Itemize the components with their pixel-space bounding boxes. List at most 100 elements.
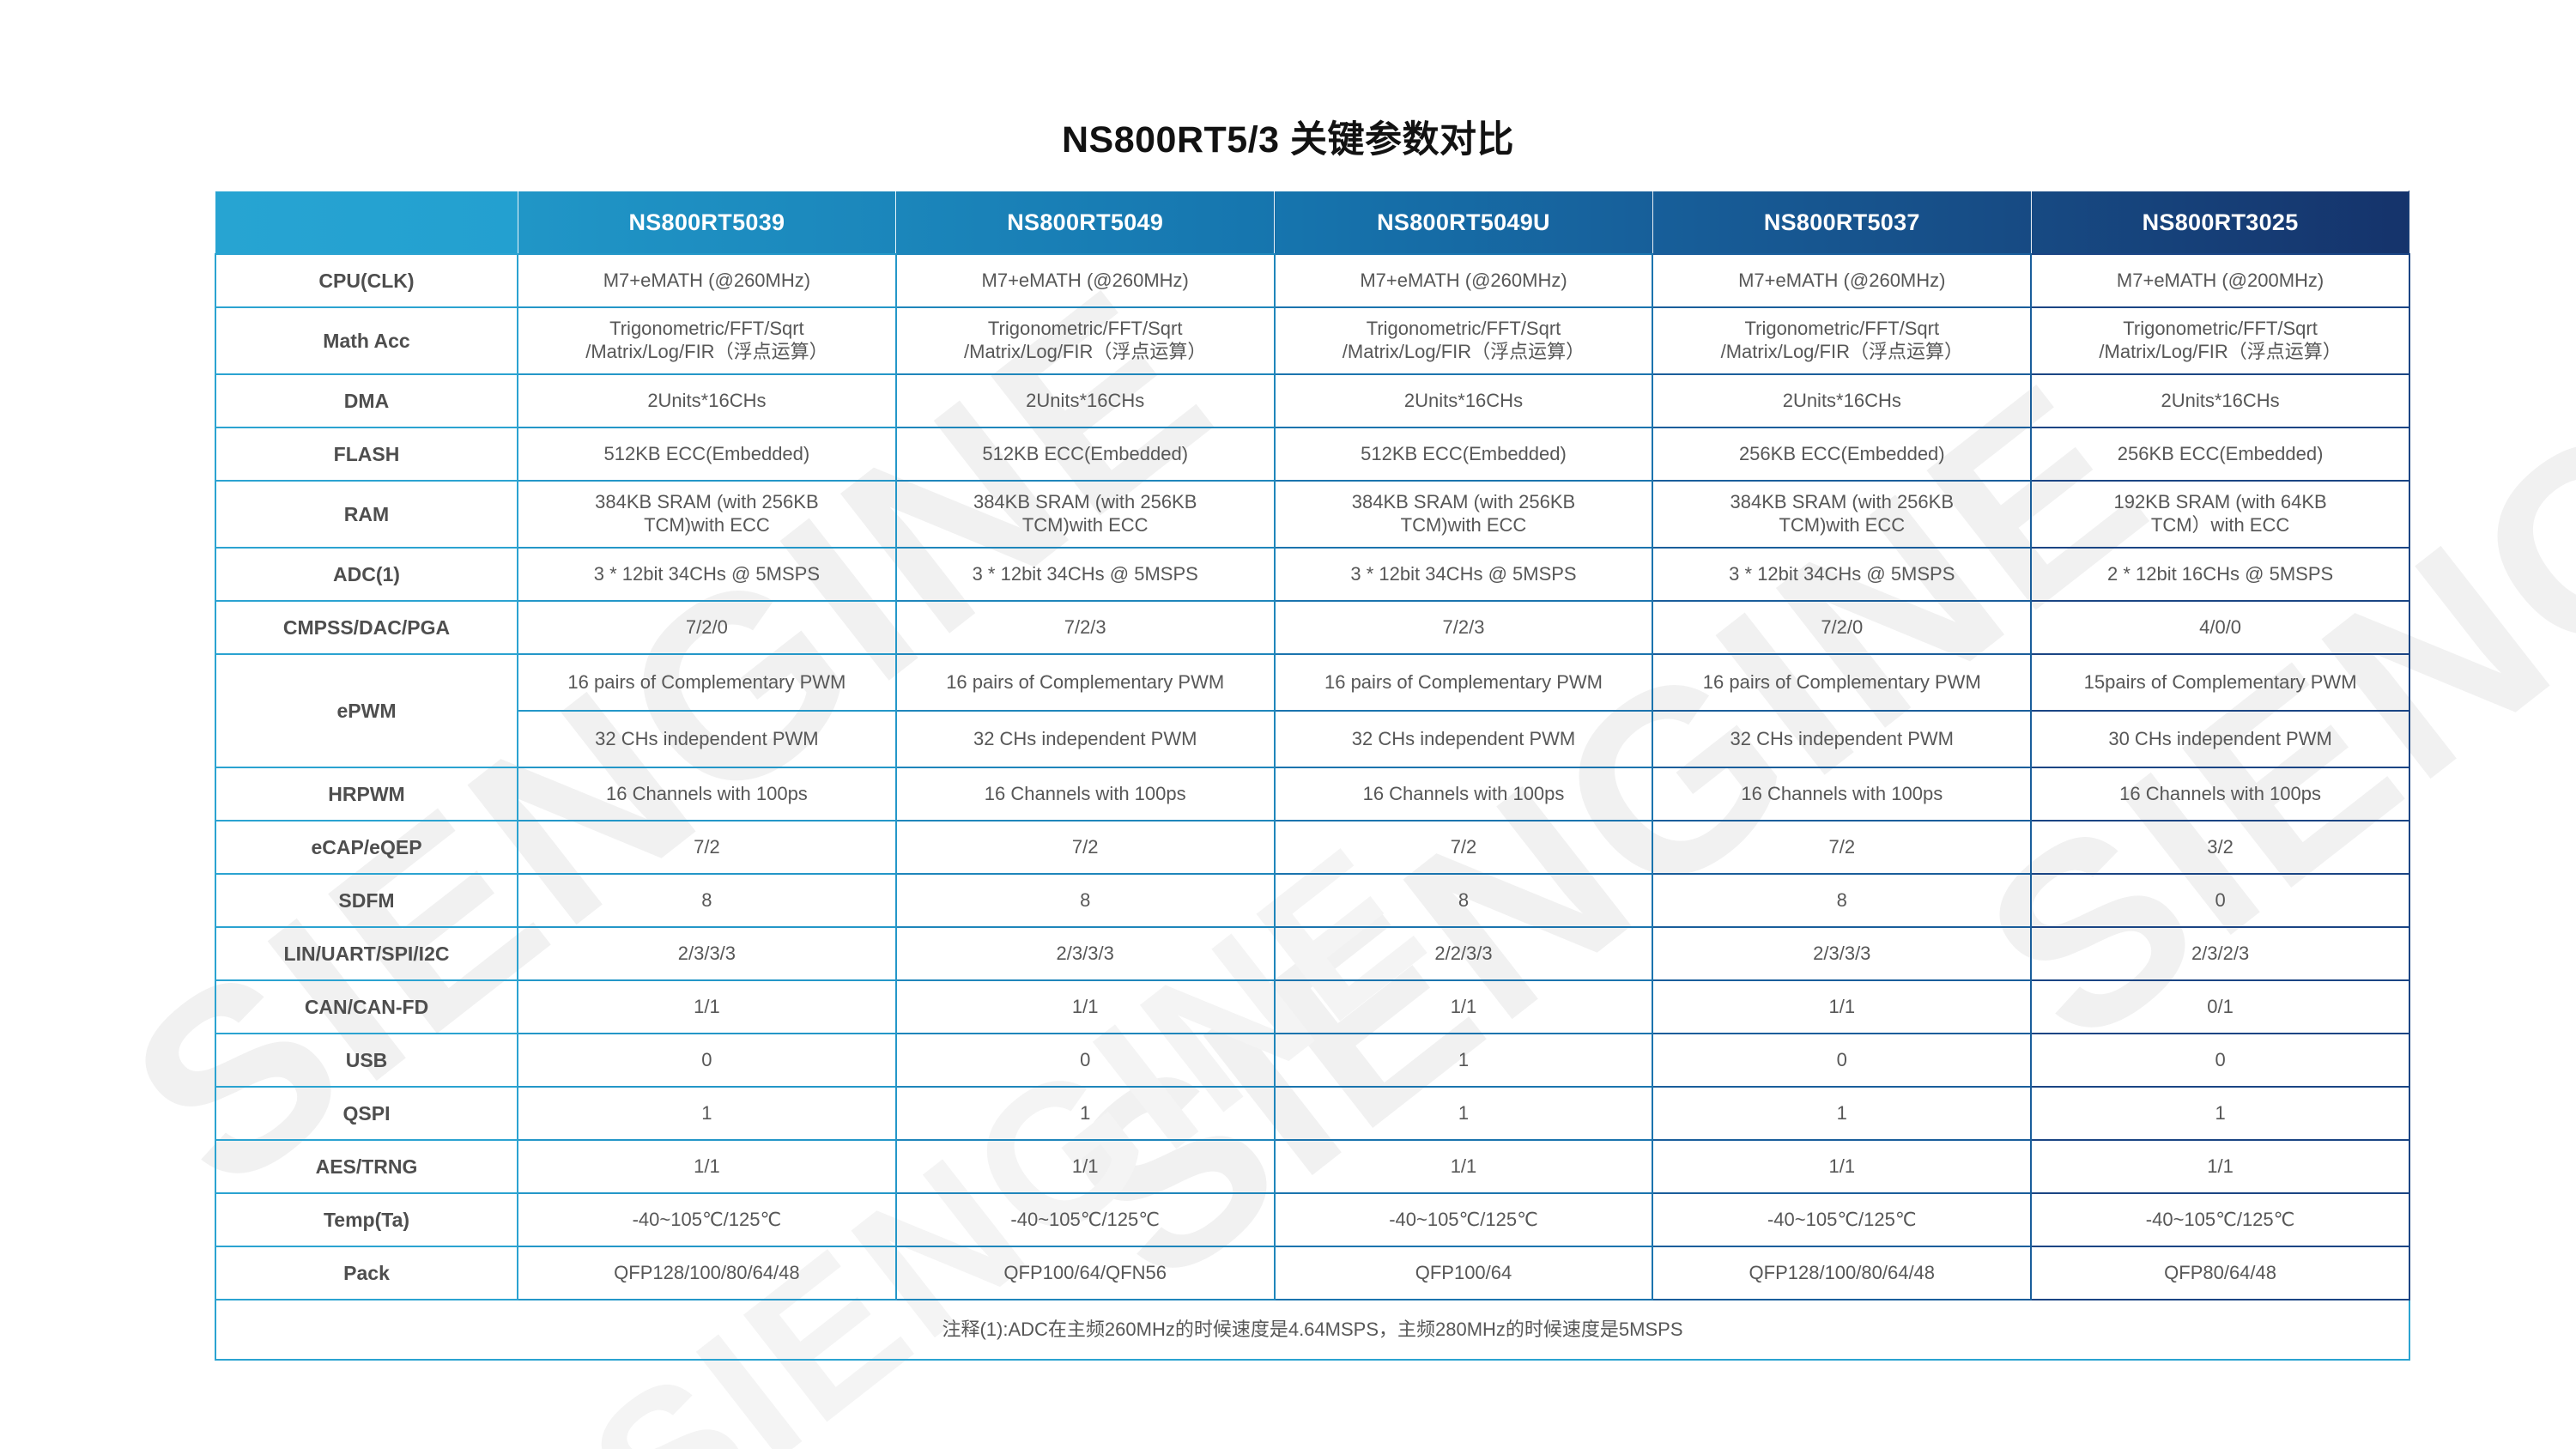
cell-10-0: 7/2	[517, 820, 897, 875]
table-row: SDFM 8 8 8 8 0	[215, 873, 2410, 928]
table-row: DMA 2Units*16CHs 2Units*16CHs 2Units*16CHs 2…	[215, 373, 2410, 428]
cell-18-0: QFP128/100/80/64/48	[517, 1246, 897, 1300]
header-cell-ns800rt5039: NS800RT5039	[517, 191, 897, 255]
cell-16-0: 1/1	[517, 1139, 897, 1194]
cell-5-3: 3 * 12bit 34CHs @ 5MSPS	[1652, 547, 2033, 602]
cell-14-0: 0	[517, 1033, 897, 1088]
cell-17-1: -40~105℃/125℃	[894, 1192, 1276, 1247]
cell-9-1: 16 Channels with 100ps	[894, 767, 1276, 822]
table-row: QSPI 1 1 1 1 1	[215, 1086, 2410, 1141]
table-row: HRPWM 16 Channels with 100ps 16 Channels w…	[215, 767, 2410, 822]
table-row: Temp(Ta) -40~105℃/125℃ -40~105℃/125℃ -40~10…	[215, 1192, 2410, 1247]
cell-1-1: Trigonometric/FFT/Sqrt/Matrix/Log/FIR（浮点…	[894, 306, 1276, 375]
cell-3-3: 256KB ECC(Embedded)	[1652, 427, 2033, 482]
cell-12-0: 2/3/3/3	[517, 926, 897, 981]
table-row: RAM 384KB SRAM (with 256KB TCM)with ECC 384…	[215, 480, 2410, 549]
cell-3-4: 256KB ECC(Embedded)	[2030, 427, 2410, 482]
cell-3-0: 512KB ECC(Embedded)	[517, 427, 897, 482]
cell-1-3: Trigonometric/FFT/Sqrt/Matrix/Log/FIR（浮点…	[1652, 306, 2033, 375]
cell-6-0: 7/2/0	[517, 600, 897, 655]
cell-0-0: M7+eMATH (@260MHz)	[517, 253, 897, 308]
table-row: USB 0 0 1 0 0	[215, 1033, 2410, 1088]
cell-14-2: 1	[1273, 1033, 1654, 1088]
cell-11-2: 8	[1273, 873, 1654, 928]
cell-12-3: 2/3/3/3	[1652, 926, 2033, 981]
header-cell-label	[215, 191, 518, 255]
cell-16-3: 1/1	[1652, 1139, 2033, 1194]
cell-1-2: Trigonometric/FFT/Sqrt/Matrix/Log/FIR（浮点…	[1273, 306, 1654, 375]
header-row: NS800RT5039 NS800RT5049 NS800RT5049U NS8…	[215, 191, 2410, 255]
cell-17-3: -40~105℃/125℃	[1652, 1192, 2033, 1247]
cell-15-4: 1	[2030, 1086, 2410, 1141]
cell-14-1: 0	[894, 1033, 1276, 1088]
row-label-sdfm: SDFM	[215, 873, 518, 928]
row-label-hrpwm: HRPWM	[215, 767, 518, 822]
table-row: AES/TRNG 1/1 1/1 1/1 1/1 1/1	[215, 1139, 2410, 1194]
row-label-temp-ta-: Temp(Ta)	[215, 1192, 518, 1247]
cell-8-4: 30 CHs independent PWM	[2030, 710, 2410, 768]
cell-9-0: 16 Channels with 100ps	[517, 767, 897, 822]
cell-4-1: 384KB SRAM (with 256KB TCM)with ECC	[894, 480, 1276, 549]
row-label-usb: USB	[215, 1033, 518, 1088]
cell-4-2: 384KB SRAM (with 256KB TCM)with ECC	[1273, 480, 1654, 549]
table-body: CPU(CLK) M7+eMATH (@260MHz) M7+eMATH (@260…	[215, 253, 2410, 1361]
cell-6-4: 4/0/0	[2030, 600, 2410, 655]
footnote-row: 注释(1):ADC在主频260MHz的时候速度是4.64MSPS，主频280MH…	[215, 1299, 2410, 1361]
table-row: FLASH 512KB ECC(Embedded) 512KB ECC(Embedd…	[215, 427, 2410, 482]
cell-4-3: 384KB SRAM (with 256KB TCM)with ECC	[1652, 480, 2033, 549]
cell-7-2: 16 pairs of Complementary PWM	[1273, 653, 1654, 712]
cell-3-1: 512KB ECC(Embedded)	[894, 427, 1276, 482]
cell-17-4: -40~105℃/125℃	[2030, 1192, 2410, 1247]
cell-15-3: 1	[1652, 1086, 2033, 1141]
cell-1-0: Trigonometric/FFT/Sqrt/Matrix/Log/FIR（浮点…	[517, 306, 897, 375]
row-label-cpu-clk-: CPU(CLK)	[215, 253, 518, 308]
table-row: eCAP/eQEP 7/2 7/2 7/2 7/2 3/2	[215, 820, 2410, 875]
cell-0-3: M7+eMATH (@260MHz)	[1652, 253, 2033, 308]
cell-9-4: 16 Channels with 100ps	[2030, 767, 2410, 822]
cell-0-1: M7+eMATH (@260MHz)	[894, 253, 1276, 308]
row-label-lin-uart-spi-i2c: LIN/UART/SPI/I2C	[215, 926, 518, 981]
row-label-epwm: ePWM	[215, 653, 518, 768]
cell-17-0: -40~105℃/125℃	[517, 1192, 897, 1247]
row-label-adc-1-: ADC(1)	[215, 547, 518, 602]
cell-10-3: 7/2	[1652, 820, 2033, 875]
cell-7-1: 16 pairs of Complementary PWM	[894, 653, 1276, 712]
cell-7-3: 16 pairs of Complementary PWM	[1652, 653, 2033, 712]
table-row: CPU(CLK) M7+eMATH (@260MHz) M7+eMATH (@260…	[215, 253, 2410, 308]
cell-16-4: 1/1	[2030, 1139, 2410, 1194]
cell-9-3: 16 Channels with 100ps	[1652, 767, 2033, 822]
page-title: NS800RT5/3 关键参数对比	[1061, 119, 1515, 161]
cell-6-2: 7/2/3	[1273, 600, 1654, 655]
table-row: CMPSS/DAC/PGA 7/2/0 7/2/3 7/2/3 7/2/0 4/0/0	[215, 600, 2410, 655]
row-label-flash: FLASH	[215, 427, 518, 482]
cell-11-0: 8	[517, 873, 897, 928]
table-row: Math Acc Trigonometric/FFT/Sqrt/Matrix/Lo…	[215, 306, 2410, 375]
table-row: Pack QFP128/100/80/64/48 QFP100/64/QFN56 QF…	[215, 1246, 2410, 1300]
cell-6-1: 7/2/3	[894, 600, 1276, 655]
header-cell-ns800rt3025: NS800RT3025	[2030, 191, 2410, 255]
cell-13-0: 1/1	[517, 979, 897, 1034]
cell-6-3: 7/2/0	[1652, 600, 2033, 655]
cell-2-2: 2Units*16CHs	[1273, 373, 1654, 428]
header-cell-ns800rt5049u: NS800RT5049U	[1274, 191, 1653, 255]
cell-1-4: Trigonometric/FFT/Sqrt/Matrix/Log/FIR（浮点…	[2030, 306, 2410, 375]
cell-5-1: 3 * 12bit 34CHs @ 5MSPS	[894, 547, 1276, 602]
row-label-cmpss-dac-pga: CMPSS/DAC/PGA	[215, 600, 518, 655]
cell-5-2: 3 * 12bit 34CHs @ 5MSPS	[1273, 547, 1654, 602]
cell-4-4: 192KB SRAM (with 64KB TCM）with ECC	[2030, 480, 2410, 549]
cell-15-1: 1	[894, 1086, 1276, 1141]
cell-2-4: 2Units*16CHs	[2030, 373, 2410, 428]
cell-8-2: 32 CHs independent PWM	[1273, 710, 1654, 768]
cell-13-4: 0/1	[2030, 979, 2410, 1034]
cell-2-1: 2Units*16CHs	[894, 373, 1276, 428]
cell-15-0: 1	[517, 1086, 897, 1141]
cell-16-1: 1/1	[894, 1139, 1276, 1194]
cell-4-0: 384KB SRAM (with 256KB TCM)with ECC	[517, 480, 897, 549]
header-cell-ns800rt5037: NS800RT5037	[1652, 191, 2032, 255]
cell-17-2: -40~105℃/125℃	[1273, 1192, 1654, 1247]
row-label-aes-trng: AES/TRNG	[215, 1139, 518, 1194]
cell-14-4: 0	[2030, 1033, 2410, 1088]
cell-3-2: 512KB ECC(Embedded)	[1273, 427, 1654, 482]
cell-8-1: 32 CHs independent PWM	[894, 710, 1276, 768]
cell-7-4: 15pairs of Complementary PWM	[2030, 653, 2410, 712]
